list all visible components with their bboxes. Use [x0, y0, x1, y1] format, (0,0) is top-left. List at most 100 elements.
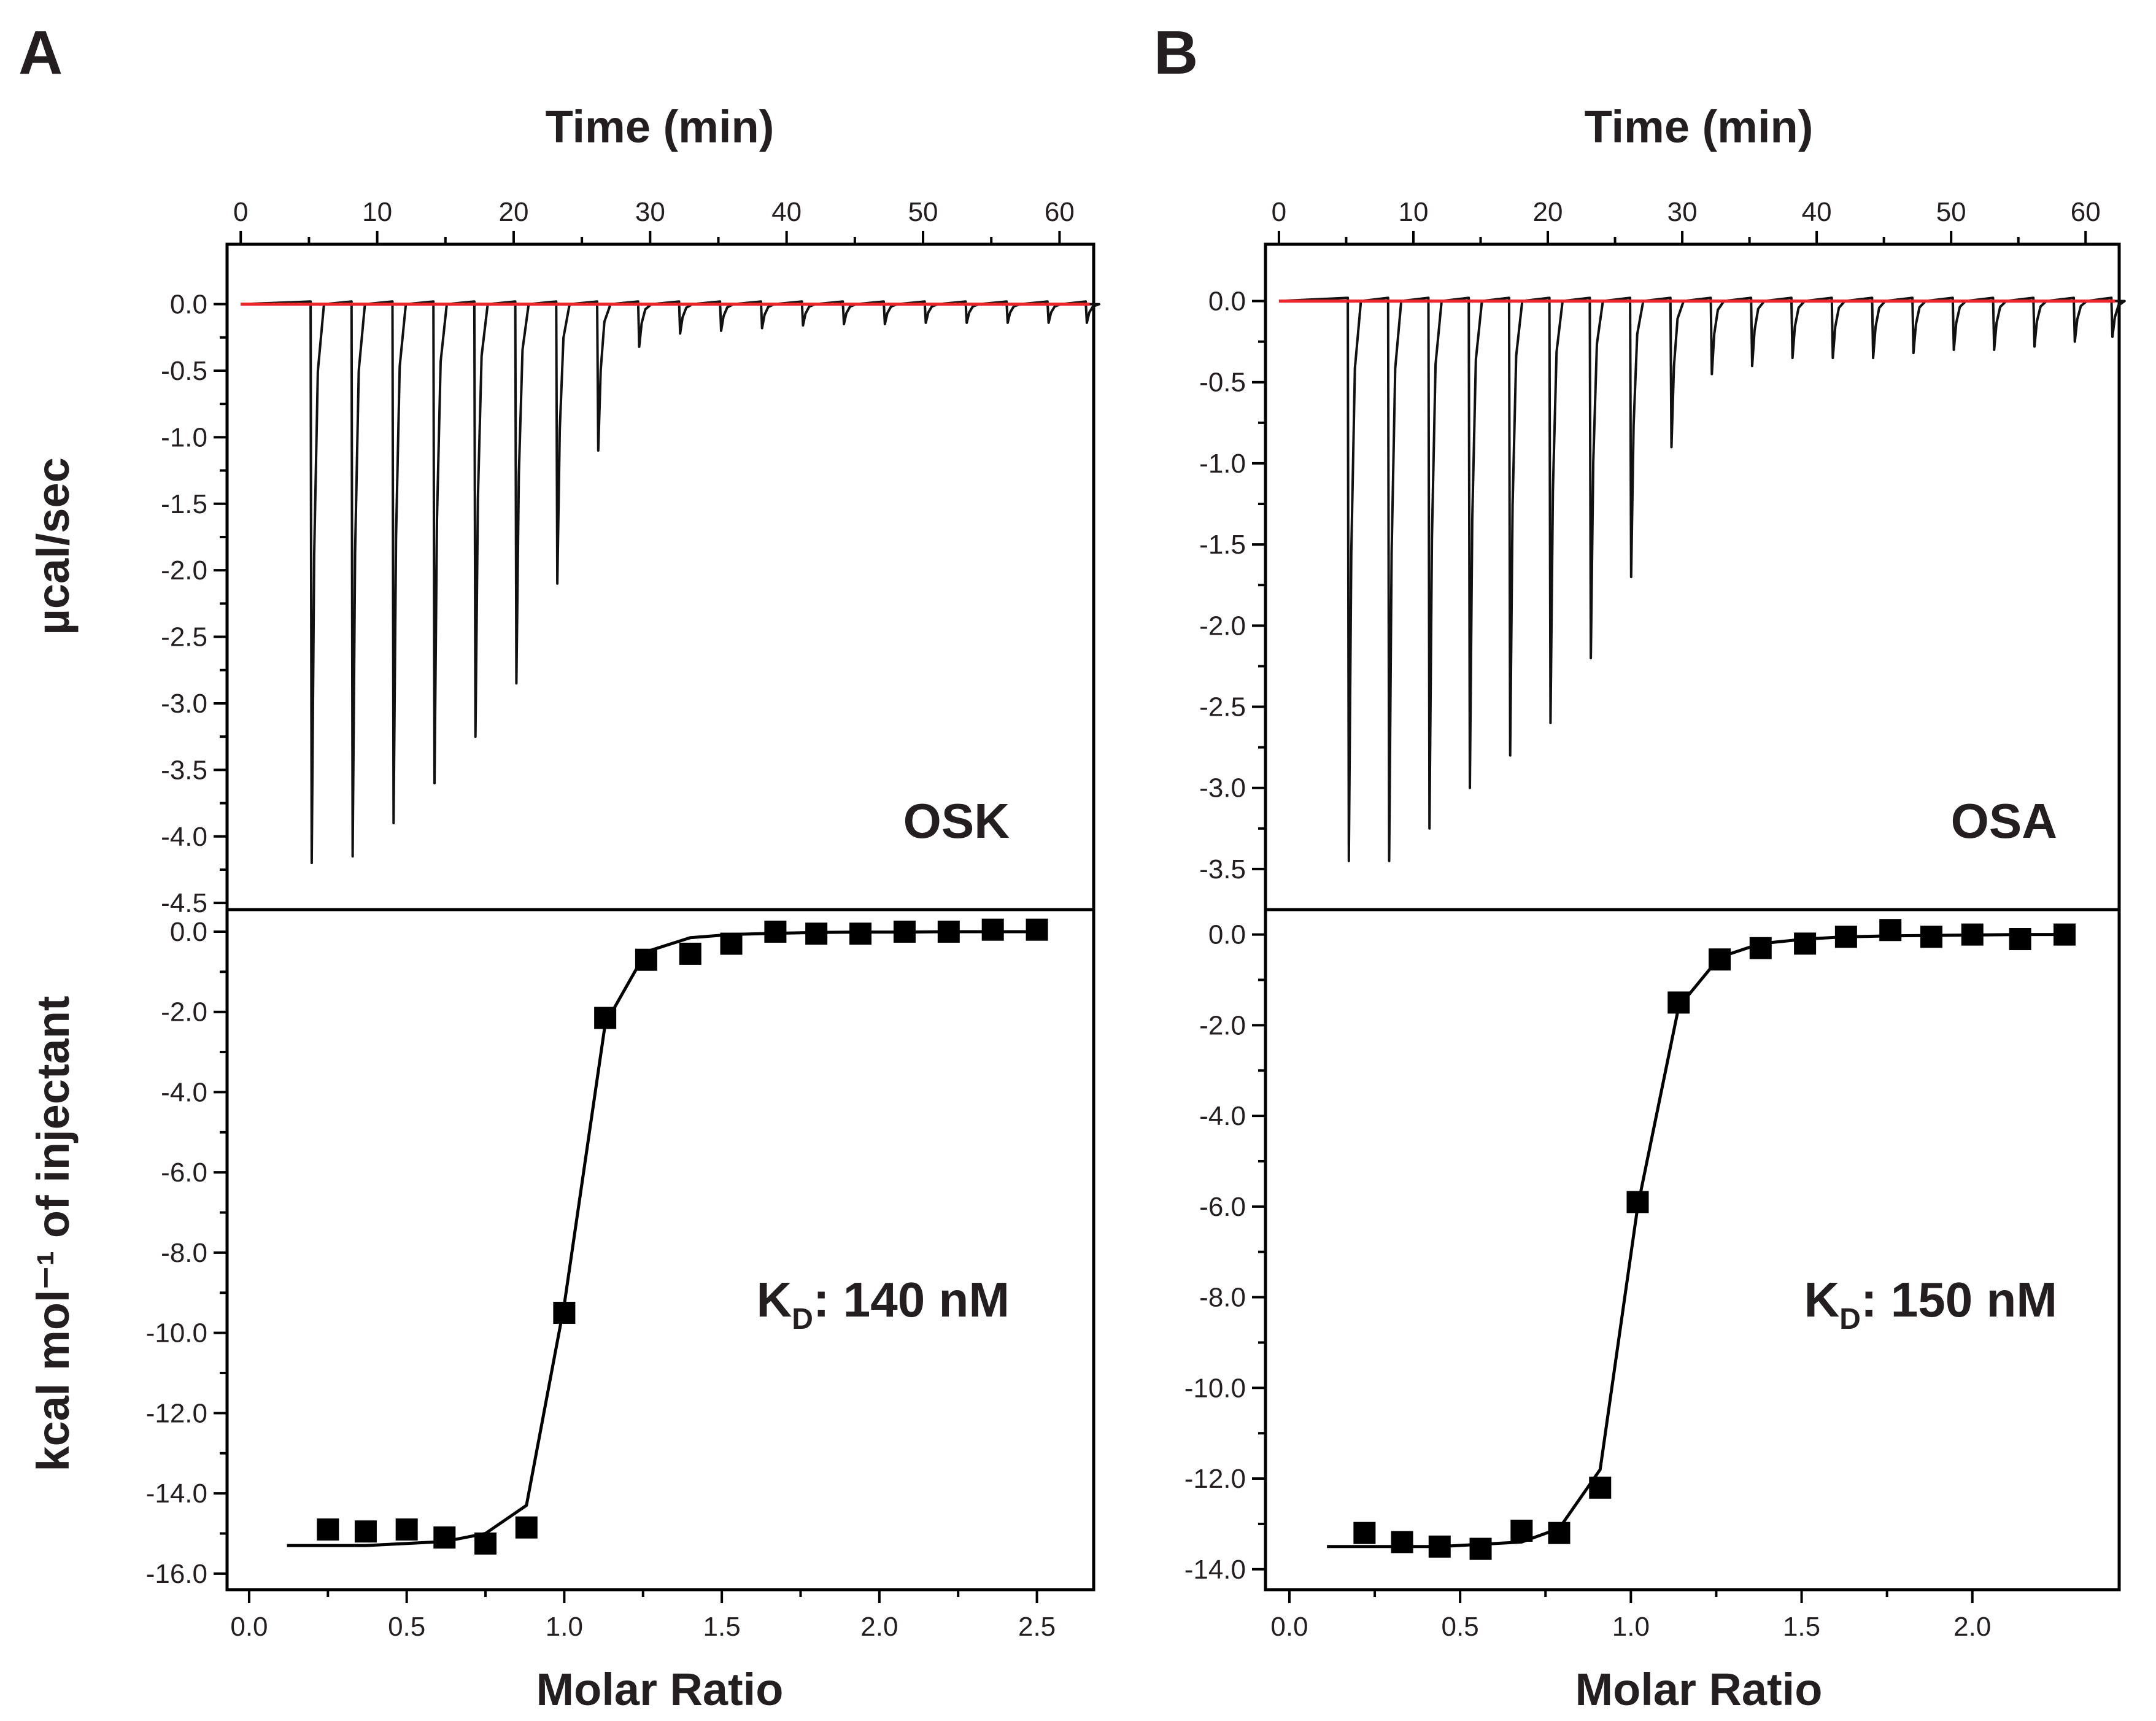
- panel-b-kd-symbol: K: [1804, 1272, 1839, 1327]
- panel-b-binding-y-tick-label: -10.0: [1184, 1373, 1246, 1403]
- panel-a-kd-value: : 140 nM: [813, 1272, 1010, 1327]
- panel-b-thermogram: 0 10 20 30 40 50 60 0.0 -0.5 -1.0 -1.5 -2.0 -2.5 -3.0…: [1199, 197, 2126, 911]
- panel-a-binding-data-point: [515, 1516, 538, 1539]
- panel-a-binding-data-point: [395, 1518, 418, 1541]
- panel-b-binding-data-point: [1879, 919, 1902, 942]
- panel-b-binding-data-point: [1510, 1519, 1533, 1542]
- panel-b-binding-y-tick-label: -2.0: [1199, 1010, 1246, 1040]
- panel-b-binding-data-point: [1469, 1537, 1492, 1560]
- panel-a-binding-data-point: [594, 1007, 617, 1029]
- panel-a-binding-x-tick-label: 1.0: [546, 1612, 583, 1642]
- panel-b-binding-data-point: [2053, 923, 2076, 946]
- panel-b-thermogram-y-tick-label: -1.0: [1199, 449, 1246, 479]
- panel-a-binding-frame: [225, 908, 1095, 1591]
- panel-a-binding-data-point: [893, 920, 916, 943]
- panel-a-molar-ratio-axis-title: Molar Ratio: [536, 1664, 784, 1715]
- panel-b-binding-data-point: [1709, 948, 1731, 971]
- panel-a-binding-y-tick-label: -14.0: [146, 1479, 207, 1509]
- panel-a-binding-data-point: [720, 932, 743, 955]
- panel-a-binding-y-tick-label: 0.0: [170, 917, 207, 947]
- panel-a-letter: A: [18, 18, 63, 87]
- panel-b-binding-y-tick-label: -6.0: [1199, 1192, 1246, 1222]
- panel-b-thermogram-x-tick-label: 10: [1398, 197, 1428, 227]
- panel-b-time-axis-title: Time (min): [1585, 101, 1814, 152]
- panel-a-binding-data-point: [981, 918, 1004, 941]
- panel-a-binding-y-tick-label: -8.0: [161, 1238, 207, 1268]
- panel-b-thermogram-y-tick-label: -2.0: [1199, 611, 1246, 641]
- panel-b-thermogram-y-tick-label: -0.5: [1199, 368, 1246, 398]
- panel-b-thermogram-y-tick-label: -3.0: [1199, 773, 1246, 803]
- panel-b-binding-data-point: [1548, 1522, 1571, 1544]
- panel-b-kd-subscript: D: [1839, 1303, 1861, 1336]
- panel-b-binding-x-tick-label: 0.0: [1270, 1612, 1308, 1642]
- panel-b-thermogram-y-tick-label: -2.5: [1199, 692, 1246, 722]
- panel-a-binding-data-point: [1026, 918, 1048, 941]
- panel-b: B Time (min) Molar Ratio 0 10 20 30 40 50 60 0.…: [1154, 18, 2126, 1715]
- panel-a-thermogram-y-tick-label: -4.0: [161, 822, 207, 852]
- panel-b-thermogram-y-tick-label: -1.5: [1199, 530, 1246, 560]
- panel-a-thermogram-y-tick-label: -1.0: [161, 422, 207, 452]
- panel-a-binding-x-tick-label: 0.5: [388, 1612, 425, 1642]
- panel-b-thermogram-x-tick-label: 40: [1802, 197, 1832, 227]
- panel-a-thermogram-x-tick-label: 10: [362, 197, 392, 227]
- panel-b-binding-data-point: [1391, 1531, 1413, 1553]
- panel-b-binding-data-point: [1626, 1191, 1649, 1213]
- panel-b-thermogram-y-tick-label: 0.0: [1208, 287, 1246, 317]
- panel-a-binding-x-tick-label: 2.0: [860, 1612, 898, 1642]
- panel-b-kd-annotation: KD: 150 nM: [1804, 1272, 2057, 1336]
- panel-b-binding-y-tick-label: -12.0: [1184, 1464, 1246, 1494]
- panel-a-thermogram-y-tick-label: -0.5: [161, 356, 207, 386]
- panel-b-binding-data-point: [1589, 1476, 1612, 1499]
- panel-b-thermogram-x-tick-label: 20: [1533, 197, 1563, 227]
- panel-b-binding-data-point: [1667, 991, 1690, 1014]
- panel-a-thermogram-y-tick-label: -1.5: [161, 489, 207, 519]
- panel-a-binding-y-tick-label: -12.0: [146, 1398, 207, 1428]
- panel-a-thermogram-x-tick-label: 60: [1045, 197, 1075, 227]
- panel-a-kd-annotation: KD: 140 nM: [756, 1272, 1010, 1336]
- panel-a-thermogram-y-tick-label: -3.0: [161, 689, 207, 719]
- panel-b-binding-data-point: [1834, 926, 1857, 948]
- panel-a-thermogram-x-tick-label: 0: [233, 197, 248, 227]
- panel-a-sample-label: OSK: [903, 794, 1010, 848]
- panel-b-thermogram-raw-trace: [1278, 296, 2126, 862]
- panel-b-molar-ratio-axis-title: Molar Ratio: [1575, 1664, 1823, 1715]
- panel-a-binding-data-point: [635, 948, 657, 971]
- panel-b-binding-data-point: [1353, 1522, 1376, 1544]
- panel-a-kd-subscript: D: [792, 1303, 813, 1336]
- panel-b-sample-label: OSA: [1951, 794, 2057, 848]
- panel-a-binding-y-tick-label: -10.0: [146, 1318, 207, 1348]
- panel-a-binding-data-point: [317, 1518, 339, 1541]
- panel-a-binding-data-point: [679, 942, 701, 965]
- panel-a-binding-data-point: [805, 922, 828, 945]
- panel-b-binding-x-tick-label: 0.5: [1442, 1612, 1479, 1642]
- panel-a-binding-ylabel: kcal mol⁻¹ of injectant: [28, 996, 79, 1471]
- panel-b-letter: B: [1154, 18, 1198, 87]
- panel-a-thermogram-x-tick-label: 30: [635, 197, 665, 227]
- panel-a-thermogram-x-tick-label: 40: [771, 197, 802, 227]
- panel-b-binding-x-tick-label: 1.0: [1612, 1612, 1650, 1642]
- panel-a-binding-data-point: [354, 1520, 377, 1543]
- panel-b-binding-y-tick-label: 0.0: [1208, 920, 1246, 950]
- panel-a-thermogram-y-tick-label: -2.5: [161, 622, 207, 652]
- panel-a-binding-data-point: [553, 1301, 576, 1324]
- panel-b-binding-data-point: [1749, 937, 1772, 959]
- panel-a-binding-x-tick-label: 2.5: [1018, 1612, 1056, 1642]
- panel-a-thermogram-x-tick-label: 50: [908, 197, 938, 227]
- panel-a-thermogram-y-tick-label: -2.0: [161, 555, 207, 586]
- panel-b-thermogram-x-tick-label: 60: [2071, 197, 2101, 227]
- panel-a-binding-isotherm: 0.0 0.5 1.0 1.5 2.0 2.5 0.0 -2.0 -4.0 -6.0 -8.0 -10…: [146, 908, 1095, 1642]
- panel-b-binding-data-point: [1920, 926, 1942, 948]
- panel-b-binding-y-tick-label: -14.0: [1184, 1555, 1246, 1585]
- panel-b-thermogram-y-tick-label: -3.5: [1199, 854, 1246, 884]
- panel-a-binding-y-tick-label: -2.0: [161, 997, 207, 1027]
- panel-a-thermogram-y-tick-label: -4.5: [161, 888, 207, 918]
- panel-a-binding-data-point: [474, 1532, 497, 1555]
- panel-b-thermogram-x-tick-label: 50: [1936, 197, 1966, 227]
- panel-a-thermogram-ylabel: µcal/sec: [28, 457, 79, 635]
- panel-b-thermogram-x-tick-label: 0: [1272, 197, 1286, 227]
- panel-a-binding-x-tick-label: 0.0: [230, 1612, 268, 1642]
- panel-b-binding-y-tick-label: -4.0: [1199, 1101, 1246, 1131]
- panel-a-binding-y-tick-label: -4.0: [161, 1077, 207, 1107]
- panel-b-binding-x-tick-label: 2.0: [1953, 1612, 1991, 1642]
